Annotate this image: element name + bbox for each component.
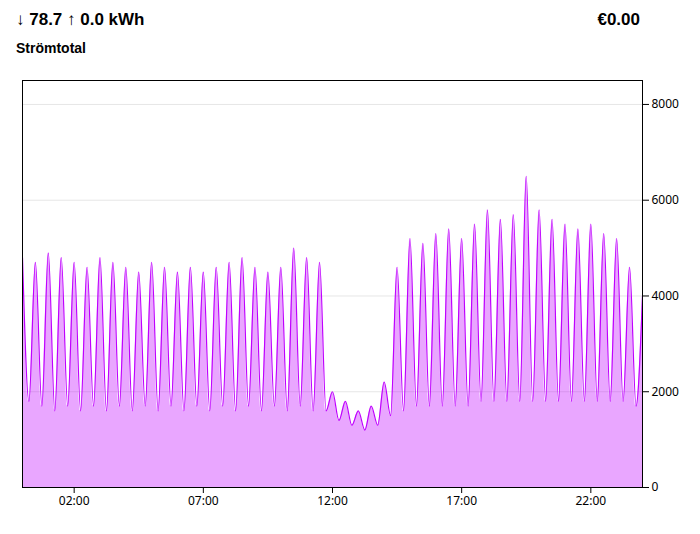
svg-text:07:00: 07:00 [188,492,219,509]
svg-text:17:00: 17:00 [446,492,477,509]
svg-text:6000: 6000 [652,191,680,208]
svg-text:02:00: 02:00 [59,492,90,509]
svg-text:4000: 4000 [652,287,680,304]
svg-text:2000: 2000 [652,383,680,400]
html-text:Strömtotal: Strömtotal [16,40,86,56]
html-text:€0.00: €0.00 [597,10,640,29]
html-text:↓ 78.7 ↑ 0.0 kWh: ↓ 78.7 ↑ 0.0 kWh [16,10,145,29]
svg-text:22:00: 22:00 [575,492,606,509]
svg-text:8000: 8000 [652,95,680,112]
svg-text:0: 0 [652,478,659,495]
svg-text:12:00: 12:00 [317,492,348,509]
